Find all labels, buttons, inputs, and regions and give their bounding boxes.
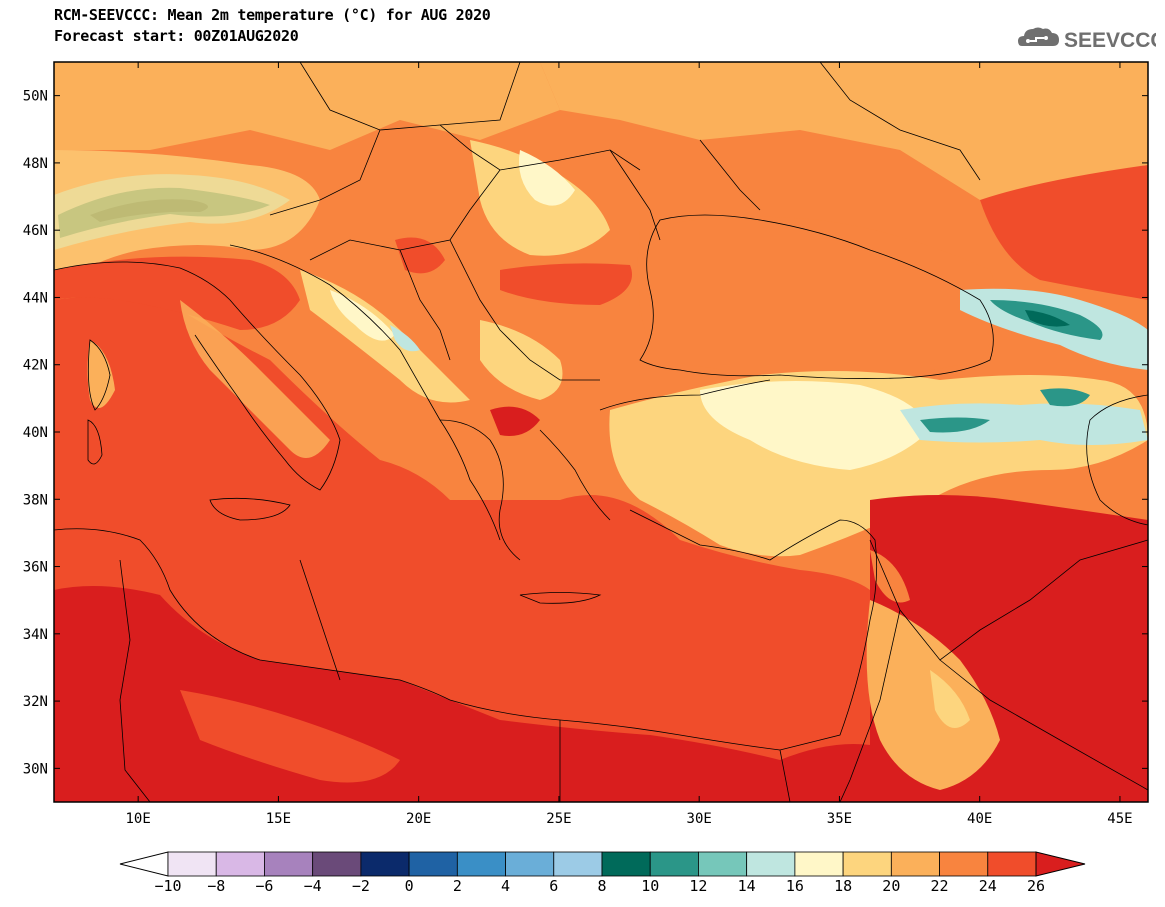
lon-tick-label: 25E <box>546 811 571 827</box>
lon-tick-label: 30E <box>687 811 712 827</box>
latitude-axis: 50N 48N 46N 44N 42N 40N 38N 36N 34N 32N 30N <box>23 89 1148 777</box>
colorbar-tick-label: 2 <box>453 877 462 895</box>
longitude-axis: 10E 15E 20E 25E 30E 35E 40E 45E <box>126 62 1133 827</box>
colorbar-tick-label: 20 <box>882 877 900 895</box>
colorbar-tick-label: 4 <box>501 877 510 895</box>
colorbar-tick-label: 6 <box>549 877 558 895</box>
colorbar-boxes <box>119 851 1086 877</box>
colorbar-box <box>312 851 362 877</box>
colorbar-tick-label: 10 <box>641 877 659 895</box>
colorbar-tick-label: 22 <box>931 877 949 895</box>
colorbar-tick-label: −4 <box>304 877 322 895</box>
lon-tick-label: 35E <box>827 811 852 827</box>
lat-tick-label: 30N <box>23 761 48 777</box>
lon-tick-label: 45E <box>1107 811 1132 827</box>
colorbar-box <box>408 851 458 877</box>
logo-text: SEEVCCC <box>1064 29 1156 52</box>
temperature-map: 50N 48N 46N 44N 42N 40N 38N 36N 34N 32N 30N 10E 15E… <box>23 61 1149 827</box>
lon-tick-label: 15E <box>266 811 291 827</box>
colorbar-tick-label: −8 <box>207 877 225 895</box>
colorbar-tick-label: −10 <box>154 877 181 895</box>
colorbar-box <box>939 851 989 877</box>
lat-tick-label: 48N <box>23 156 48 172</box>
colorbar-tick-label: 0 <box>405 877 414 895</box>
colorbar-over-triangle <box>1035 851 1086 877</box>
lon-tick-label: 40E <box>967 811 992 827</box>
temperature-field <box>54 62 1148 802</box>
colorbar-tick-label: 14 <box>738 877 756 895</box>
colorbar-tick-label: 16 <box>786 877 804 895</box>
lat-tick-label: 34N <box>23 627 48 643</box>
lon-tick-label: 20E <box>406 811 431 827</box>
colorbar-tick-label: −2 <box>352 877 370 895</box>
lat-tick-label: 50N <box>23 89 48 105</box>
colorbar-box <box>890 851 940 877</box>
colorbar-box <box>794 851 844 877</box>
forecast-start: Forecast start: 00Z01AUG2020 <box>54 27 299 45</box>
colorbar-labels: −10 −8 −6 −4 −2 0 2 4 6 8 10 12 14 16 18 20 22 24 26 <box>154 877 1045 895</box>
colorbar-tick-label: 18 <box>834 877 852 895</box>
colorbar-box <box>505 851 555 877</box>
colorbar-box <box>264 851 314 877</box>
colorbar-box <box>842 851 892 877</box>
colorbar-box <box>746 851 796 877</box>
colorbar-tick-label: 26 <box>1027 877 1045 895</box>
lat-tick-label: 38N <box>23 492 48 508</box>
colorbar-box <box>215 851 265 877</box>
lon-tick-label: 10E <box>126 811 151 827</box>
colorbar-box <box>601 851 651 877</box>
colorbar-tick-label: 8 <box>597 877 606 895</box>
cloud-icon <box>1018 27 1059 46</box>
map-title: RCM-SEEVCCC: Mean 2m temperature (°C) fo… <box>54 6 491 24</box>
lat-tick-label: 36N <box>23 560 48 576</box>
colorbar-box <box>456 851 506 877</box>
colorbar-box <box>360 851 410 877</box>
lat-tick-label: 42N <box>23 358 48 374</box>
colorbar-tick-label: 12 <box>689 877 707 895</box>
lat-tick-label: 44N <box>23 290 48 306</box>
coastlines-borders <box>54 62 1148 802</box>
colorbar-box <box>167 851 217 877</box>
colorbar-tick-label: 24 <box>979 877 997 895</box>
colorbar-box <box>553 851 603 877</box>
colorbar: −10 −8 −6 −4 −2 0 2 4 6 8 10 12 14 16 18 20 22 24 26 <box>119 851 1086 895</box>
seevccc-logo: SEEVCCC <box>1018 27 1156 52</box>
colorbar-box <box>987 851 1037 877</box>
lat-tick-label: 32N <box>23 694 48 710</box>
lat-tick-label: 46N <box>23 223 48 239</box>
colorbar-box <box>649 851 699 877</box>
colorbar-tick-label: −6 <box>255 877 273 895</box>
lat-tick-label: 40N <box>23 425 48 441</box>
colorbar-box <box>698 851 748 877</box>
colorbar-under-triangle <box>119 851 169 877</box>
